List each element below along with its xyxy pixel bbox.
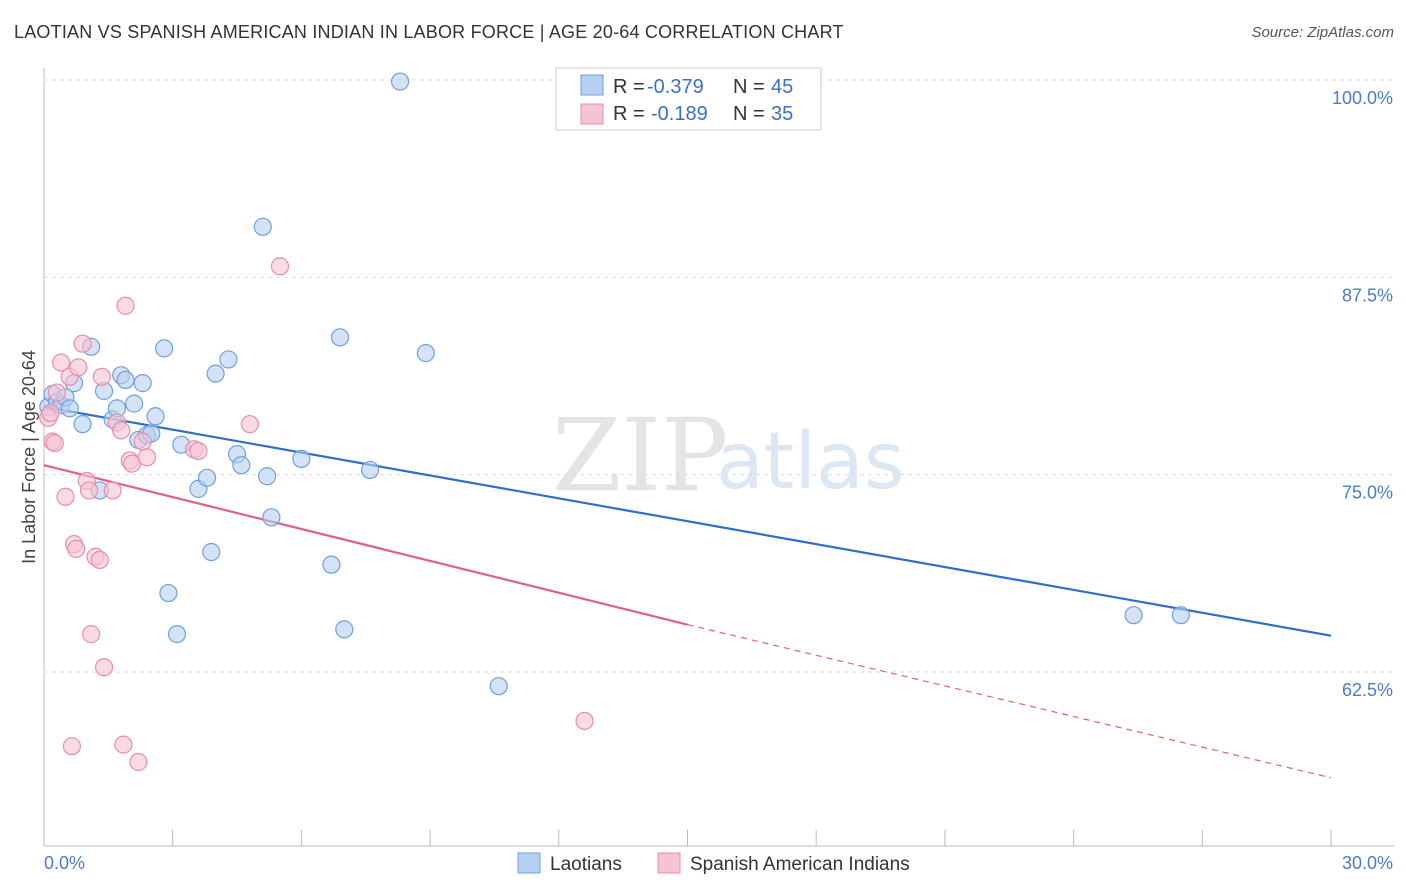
point-laotians-28 bbox=[206, 364, 225, 383]
legend-n-label-1: N = bbox=[733, 76, 765, 98]
point-spanish-american-indians-23 bbox=[114, 735, 133, 754]
trend-lines bbox=[43, 405, 1332, 779]
legend-r-value-2: -0.189 bbox=[651, 103, 708, 125]
point-spanish-american-indians-22 bbox=[112, 421, 131, 440]
point-laotians-23 bbox=[167, 625, 187, 644]
point-spanish-american-indians-31 bbox=[189, 441, 208, 461]
y-tick-label-1: 87.5% bbox=[1342, 285, 1393, 305]
point-spanish-american-indians-27 bbox=[129, 752, 148, 772]
point-laotians-41 bbox=[416, 344, 435, 363]
point-spanish-american-indians-24 bbox=[116, 296, 135, 315]
point-laotians-20 bbox=[146, 407, 165, 426]
point-spanish-american-indians-12 bbox=[73, 334, 92, 353]
bottom-legend-swatch-spanish-american-indians bbox=[657, 852, 681, 874]
point-spanish-american-indians-1 bbox=[41, 403, 60, 423]
point-laotians-14 bbox=[116, 370, 135, 390]
point-spanish-american-indians-10 bbox=[67, 539, 86, 558]
watermark-zip: ZIP bbox=[552, 397, 728, 514]
legend-n-value-1: 45 bbox=[771, 76, 793, 98]
y-tick-label-2: 75.0% bbox=[1342, 483, 1393, 503]
point-laotians-39 bbox=[360, 460, 380, 480]
correlation-legend: R = -0.379 N = 45 R = -0.189 N = 35 bbox=[555, 67, 822, 131]
y-tick-label-0: 100.0% bbox=[1332, 88, 1393, 108]
bottom-legend-swatch-laotians bbox=[517, 852, 541, 874]
data-points bbox=[39, 72, 1190, 772]
x-tick-label-max: 30.0% bbox=[1342, 853, 1393, 873]
point-laotians-36 bbox=[322, 555, 341, 574]
point-spanish-american-indians-18 bbox=[92, 367, 112, 386]
point-spanish-american-indians-28 bbox=[133, 432, 152, 451]
legend-r-label-1: R = bbox=[613, 76, 645, 98]
point-spanish-american-indians-20 bbox=[103, 481, 122, 500]
watermark-atlas: atlas bbox=[716, 417, 905, 507]
series-legend: Laotians Spanish American Indians bbox=[517, 852, 910, 875]
legend-n-label-2: N = bbox=[733, 103, 765, 125]
point-laotians-17 bbox=[133, 374, 152, 393]
point-laotians-27 bbox=[202, 542, 221, 562]
point-laotians-43 bbox=[1124, 606, 1143, 625]
point-spanish-american-indians-34 bbox=[575, 711, 594, 731]
point-spanish-american-indians-8 bbox=[62, 737, 81, 756]
legend-r-value-1: -0.379 bbox=[647, 76, 704, 98]
point-laotians-5 bbox=[60, 399, 79, 418]
chart-title: LAOTIAN VS SPANISH AMERICAN INDIAN IN LA… bbox=[14, 22, 844, 42]
bottom-legend-label-spanish-american-indians: Spanish American Indians bbox=[690, 854, 910, 875]
point-spanish-american-indians-33 bbox=[270, 257, 290, 276]
source-label: Source: ZipAtlas.com bbox=[1251, 24, 1394, 41]
point-laotians-31 bbox=[232, 456, 251, 475]
y-tick-label-3: 62.5% bbox=[1342, 680, 1393, 700]
point-laotians-32 bbox=[253, 217, 272, 236]
point-laotians-7 bbox=[73, 415, 92, 434]
point-laotians-15 bbox=[124, 394, 144, 413]
y-tick-labels: 100.0% 87.5% 75.0% 62.5% bbox=[1332, 88, 1393, 700]
trend-line-0 bbox=[43, 405, 1332, 637]
point-laotians-34 bbox=[262, 508, 281, 527]
point-laotians-26 bbox=[197, 468, 217, 487]
point-spanish-american-indians-5 bbox=[52, 353, 71, 372]
point-laotians-22 bbox=[159, 583, 178, 603]
point-spanish-american-indians-4 bbox=[47, 383, 66, 402]
bottom-legend-label-laotians: Laotians bbox=[550, 854, 622, 875]
point-laotians-33 bbox=[257, 467, 277, 486]
legend-swatch-laotians bbox=[580, 74, 604, 96]
point-spanish-american-indians-14 bbox=[79, 481, 99, 500]
point-spanish-american-indians-15 bbox=[82, 625, 101, 644]
legend-r-label-2: R = bbox=[613, 103, 645, 125]
point-laotians-40 bbox=[390, 72, 410, 91]
trend-line-1 bbox=[43, 464, 688, 626]
trend-line-extension-1 bbox=[687, 624, 1332, 779]
point-spanish-american-indians-32 bbox=[240, 415, 260, 434]
legend-n-value-2: 35 bbox=[771, 103, 793, 125]
point-laotians-42 bbox=[489, 677, 508, 696]
point-laotians-38 bbox=[335, 620, 354, 639]
x-ticks bbox=[43, 830, 1332, 846]
point-spanish-american-indians-3 bbox=[45, 433, 64, 453]
point-spanish-american-indians-17 bbox=[90, 550, 109, 570]
point-spanish-american-indians-29 bbox=[137, 448, 157, 467]
x-tick-label-min: 0.0% bbox=[44, 853, 85, 873]
legend-swatch-spanish-american-indians bbox=[580, 103, 604, 125]
point-spanish-american-indians-11 bbox=[69, 358, 88, 377]
point-spanish-american-indians-19 bbox=[94, 658, 114, 677]
point-laotians-35 bbox=[292, 449, 311, 468]
point-laotians-37 bbox=[330, 328, 350, 347]
y-axis-label: In Labor Force | Age 20-64 bbox=[19, 350, 39, 564]
point-laotians-44 bbox=[1171, 606, 1190, 625]
point-spanish-american-indians-6 bbox=[56, 487, 75, 506]
point-laotians-29 bbox=[219, 350, 238, 369]
gridlines bbox=[44, 79, 1394, 673]
point-laotians-21 bbox=[155, 339, 174, 358]
